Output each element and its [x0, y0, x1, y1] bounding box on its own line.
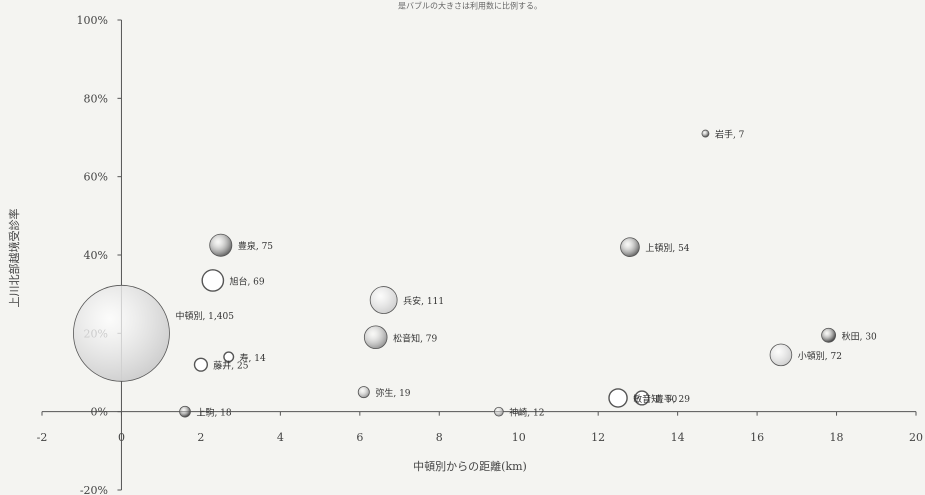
- bubble-data-label: 豊泉, 75: [238, 240, 273, 252]
- bubble-point: [201, 269, 225, 292]
- bubble-data-label: 秋田, 30: [842, 330, 877, 342]
- chart-axes: -202468101214161820100%80%60%40%20%0%-20…: [37, 14, 923, 495]
- x-tick-label: 10: [512, 431, 526, 444]
- bubble-labels: 中頓別, 1,405 兵安, 111 松音知, 79 豊泉, 75 小頓別, 72 旭台,…: [175, 129, 877, 419]
- x-tick-label: 14: [671, 431, 685, 444]
- bubble-series: [73, 129, 837, 418]
- y-axis-title: 上川北部越境受診率: [7, 209, 21, 308]
- bubble-point: [369, 286, 398, 314]
- bubble-point: [769, 343, 793, 367]
- bubble-data-label: 松音知, 79: [393, 332, 437, 344]
- x-axis-title: 中頓別からの距離(km): [413, 459, 527, 473]
- bubble-point: [634, 390, 650, 406]
- bubble-data-label: 上駒, 18: [196, 407, 231, 419]
- x-tick-label: 2: [197, 431, 204, 444]
- x-tick-label: 16: [750, 431, 764, 444]
- bubble-point: [701, 129, 710, 138]
- bubble-data-label: 小頓別, 72: [798, 350, 842, 362]
- bubble-point: [363, 325, 388, 350]
- bubble-data-label: 上頓別, 54: [645, 242, 689, 254]
- bubble-data-label: 兵安, 111: [403, 295, 444, 307]
- bubble-point: [193, 357, 209, 372]
- bubble-data-label: 藤井, 25: [213, 360, 248, 372]
- bubble-point: [821, 327, 837, 343]
- bubble-point: [73, 284, 170, 382]
- bubble-point: [357, 386, 370, 399]
- bubble-data-label: 神崎, 12: [509, 407, 544, 419]
- bubble-data-label: 豊平, 29: [655, 393, 690, 405]
- bubble-data-label: 寿, 14: [240, 352, 266, 364]
- x-tick-label: 0: [118, 431, 125, 444]
- x-tick-label: 18: [830, 431, 844, 444]
- bubble-point: [608, 388, 628, 408]
- bubble-data-label: 岩手, 7: [715, 129, 745, 141]
- bubble-data-label: 旭台, 69: [229, 275, 264, 287]
- bubble-point: [179, 405, 191, 418]
- bubble-data-label: 敏音知, 50: [633, 393, 677, 405]
- x-tick-label: 12: [591, 431, 605, 444]
- x-tick-label: -2: [37, 431, 48, 444]
- bubble-data-label: 弥生, 19: [375, 387, 410, 399]
- bubble-point: [620, 237, 640, 257]
- bubble-point: [223, 351, 235, 363]
- y-tick-label: 80%: [84, 92, 108, 105]
- y-tick-label: 0%: [91, 406, 108, 419]
- chart-header-note: 是バブルの大きさは利用数に比例する。: [398, 1, 542, 11]
- x-tick-label: 20: [909, 431, 923, 444]
- x-tick-label: 6: [356, 431, 363, 444]
- y-tick-label: 60%: [84, 171, 108, 184]
- bubble-point: [494, 406, 504, 417]
- bubble-point: [209, 233, 233, 257]
- y-tick-label: -20%: [80, 484, 108, 495]
- x-tick-label: 8: [436, 431, 443, 444]
- y-tick-label: 40%: [84, 249, 108, 262]
- bubble-data-label: 中頓別, 1,405: [175, 310, 234, 322]
- x-tick-label: 4: [277, 431, 284, 444]
- y-tick-label: 100%: [77, 14, 108, 27]
